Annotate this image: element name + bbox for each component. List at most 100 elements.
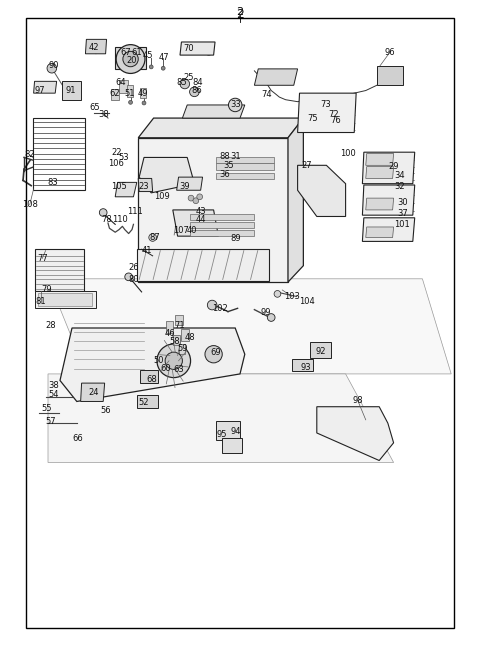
Polygon shape xyxy=(216,173,274,179)
Text: 109: 109 xyxy=(155,192,170,201)
Polygon shape xyxy=(115,182,137,197)
Text: 35: 35 xyxy=(223,161,234,170)
Text: 71: 71 xyxy=(174,321,185,330)
Text: 68: 68 xyxy=(146,375,157,384)
Circle shape xyxy=(142,101,146,105)
Text: 86: 86 xyxy=(192,86,202,95)
Text: 20: 20 xyxy=(127,56,137,65)
Text: 25: 25 xyxy=(183,73,193,82)
Polygon shape xyxy=(166,321,173,333)
Text: 38: 38 xyxy=(98,110,108,119)
Text: 65: 65 xyxy=(90,103,100,112)
Polygon shape xyxy=(139,157,194,193)
Text: 62: 62 xyxy=(109,89,120,98)
Circle shape xyxy=(180,79,190,89)
Circle shape xyxy=(232,107,240,115)
Text: 90: 90 xyxy=(48,61,59,70)
Text: 80: 80 xyxy=(128,275,139,284)
Text: 102: 102 xyxy=(212,304,228,313)
Polygon shape xyxy=(190,222,254,228)
Polygon shape xyxy=(216,157,274,163)
Text: 110: 110 xyxy=(112,215,128,224)
Polygon shape xyxy=(190,230,254,236)
Text: 29: 29 xyxy=(388,162,399,171)
Circle shape xyxy=(274,291,281,297)
Polygon shape xyxy=(138,118,303,138)
Polygon shape xyxy=(35,249,84,291)
Text: 99: 99 xyxy=(261,308,271,317)
Text: 51: 51 xyxy=(124,89,135,98)
Circle shape xyxy=(99,209,107,216)
Text: 30: 30 xyxy=(397,197,408,207)
Text: 2: 2 xyxy=(236,8,244,21)
Text: 105: 105 xyxy=(111,182,127,191)
Text: 92: 92 xyxy=(315,347,326,356)
Text: 59: 59 xyxy=(177,344,188,354)
Circle shape xyxy=(197,194,203,199)
Polygon shape xyxy=(366,167,394,178)
Text: 108: 108 xyxy=(22,200,38,209)
Polygon shape xyxy=(127,85,133,97)
Text: 44: 44 xyxy=(195,215,206,224)
Text: 54: 54 xyxy=(48,390,59,400)
Text: 85: 85 xyxy=(176,78,187,87)
Circle shape xyxy=(129,100,132,104)
Polygon shape xyxy=(48,279,451,374)
Polygon shape xyxy=(216,421,240,440)
Polygon shape xyxy=(140,88,146,98)
Polygon shape xyxy=(48,374,394,462)
Polygon shape xyxy=(38,293,92,306)
Text: 42: 42 xyxy=(88,43,99,52)
Polygon shape xyxy=(222,438,242,453)
Polygon shape xyxy=(190,214,254,220)
Polygon shape xyxy=(177,177,203,190)
Circle shape xyxy=(228,98,242,112)
Text: 82: 82 xyxy=(24,150,35,159)
Text: 78: 78 xyxy=(101,215,112,224)
Polygon shape xyxy=(62,81,81,100)
Text: 40: 40 xyxy=(187,226,197,236)
Text: 101: 101 xyxy=(395,220,410,229)
Text: 63: 63 xyxy=(173,365,184,375)
Text: 66: 66 xyxy=(72,434,83,443)
Circle shape xyxy=(207,300,217,310)
Text: 39: 39 xyxy=(179,182,190,191)
Polygon shape xyxy=(362,185,415,215)
Text: 48: 48 xyxy=(184,333,195,342)
Text: 38: 38 xyxy=(48,381,59,390)
Text: 70: 70 xyxy=(183,44,193,53)
Polygon shape xyxy=(173,210,218,236)
Text: 111: 111 xyxy=(128,207,143,216)
Text: 64: 64 xyxy=(116,78,126,87)
Text: 61: 61 xyxy=(132,48,142,57)
Polygon shape xyxy=(138,138,288,282)
Text: 32: 32 xyxy=(394,182,405,191)
Text: 36: 36 xyxy=(219,170,230,179)
Circle shape xyxy=(157,344,191,378)
Polygon shape xyxy=(366,154,394,165)
Polygon shape xyxy=(35,291,96,308)
Text: 57: 57 xyxy=(45,417,56,426)
Text: 69: 69 xyxy=(211,348,221,358)
Circle shape xyxy=(193,198,199,203)
Text: 107: 107 xyxy=(173,226,190,236)
Text: 103: 103 xyxy=(284,292,300,301)
Text: 84: 84 xyxy=(192,78,203,87)
Polygon shape xyxy=(288,118,303,282)
Polygon shape xyxy=(317,407,394,461)
Text: 79: 79 xyxy=(42,285,52,295)
Text: 95: 95 xyxy=(216,430,227,439)
Text: 58: 58 xyxy=(169,337,180,346)
Circle shape xyxy=(165,352,182,369)
Text: 49: 49 xyxy=(138,89,148,98)
Text: 55: 55 xyxy=(42,403,52,413)
Text: 56: 56 xyxy=(100,406,111,415)
Polygon shape xyxy=(366,227,394,237)
Polygon shape xyxy=(362,218,415,241)
Text: 50: 50 xyxy=(153,356,164,365)
Text: 81: 81 xyxy=(36,297,46,306)
Text: 43: 43 xyxy=(195,207,206,216)
Text: 73: 73 xyxy=(320,100,331,110)
Circle shape xyxy=(161,66,165,70)
Circle shape xyxy=(206,50,212,55)
